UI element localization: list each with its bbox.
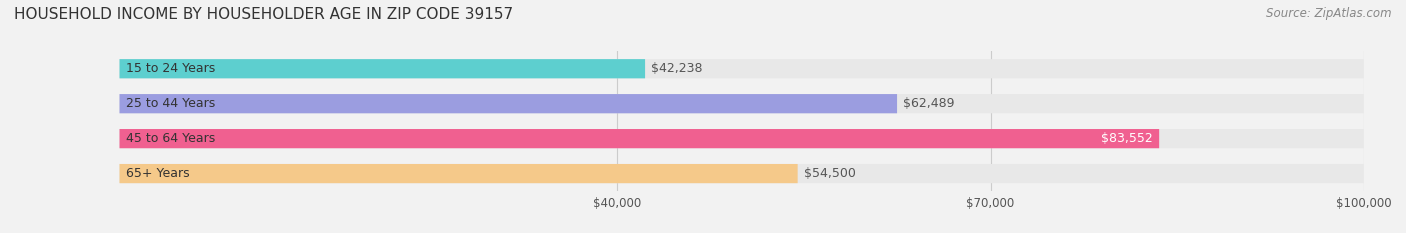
Text: $83,552: $83,552: [1101, 132, 1153, 145]
FancyBboxPatch shape: [120, 59, 1364, 78]
Text: $42,238: $42,238: [651, 62, 703, 75]
FancyBboxPatch shape: [120, 94, 1364, 113]
Text: 15 to 24 Years: 15 to 24 Years: [125, 62, 215, 75]
Text: $54,500: $54,500: [804, 167, 856, 180]
Text: 45 to 64 Years: 45 to 64 Years: [125, 132, 215, 145]
Text: 65+ Years: 65+ Years: [125, 167, 190, 180]
Text: Source: ZipAtlas.com: Source: ZipAtlas.com: [1267, 7, 1392, 20]
FancyBboxPatch shape: [120, 164, 1364, 183]
Text: HOUSEHOLD INCOME BY HOUSEHOLDER AGE IN ZIP CODE 39157: HOUSEHOLD INCOME BY HOUSEHOLDER AGE IN Z…: [14, 7, 513, 22]
Text: $62,489: $62,489: [903, 97, 955, 110]
FancyBboxPatch shape: [120, 94, 897, 113]
FancyBboxPatch shape: [120, 164, 797, 183]
FancyBboxPatch shape: [120, 129, 1159, 148]
FancyBboxPatch shape: [120, 59, 645, 78]
Text: 25 to 44 Years: 25 to 44 Years: [125, 97, 215, 110]
FancyBboxPatch shape: [120, 129, 1364, 148]
